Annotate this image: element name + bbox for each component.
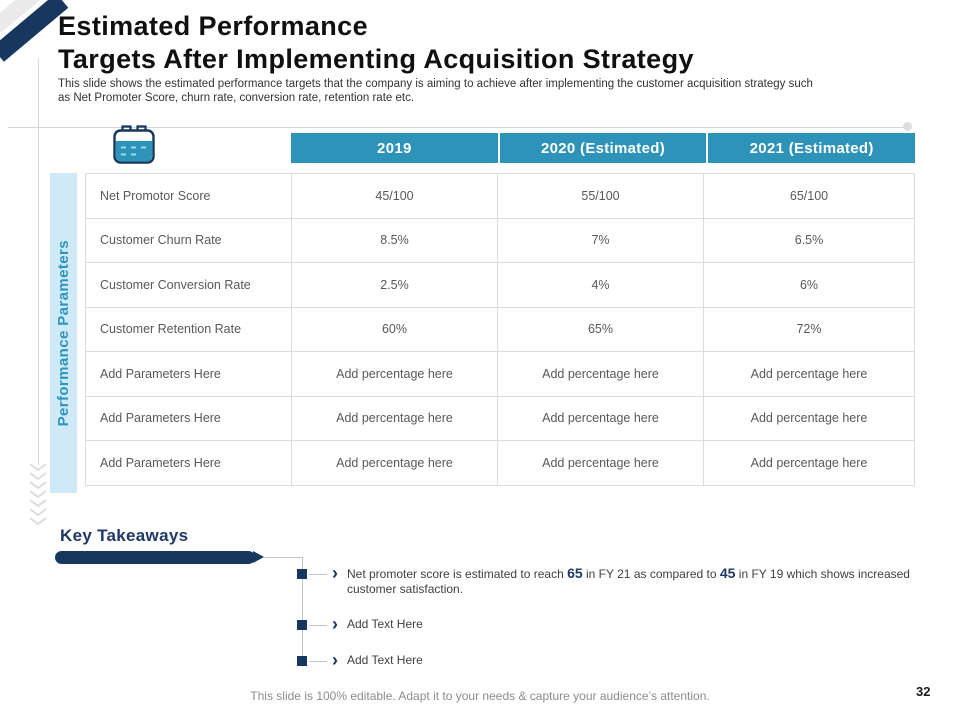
chevron-right-icon: › — [332, 650, 338, 670]
chevron-right-icon: › — [332, 563, 338, 583]
row-label: Add Parameters Here — [85, 395, 292, 441]
takeaway-segment: Net promoter score is estimated to reach — [347, 567, 568, 581]
row-label: Customer Retention Rate — [85, 306, 292, 352]
takeaway-item: › Add Text Here — [297, 614, 925, 634]
row-label: Customer Conversion Rate — [85, 262, 292, 308]
bullet-square-icon — [297, 569, 307, 579]
row-value: Add percentage here — [291, 440, 498, 486]
row-value: Add percentage here — [703, 351, 915, 397]
column-header: 2019 — [291, 133, 498, 163]
takeaway-text: Add Text Here — [347, 617, 423, 632]
divider-line — [8, 127, 905, 128]
takeaway-item: › Net promoter score is estimated to reac… — [297, 563, 925, 597]
takeaways-connector-horizontal — [264, 557, 302, 558]
row-value: Add percentage here — [703, 440, 915, 486]
bullet-connector-line — [309, 661, 327, 662]
parameters-table-body: Net Promotor Score 45/100 55/100 65/100 Cust… — [85, 173, 915, 486]
page-title: Estimated Performance Targets After Impl… — [58, 10, 694, 76]
left-guide-line — [38, 58, 39, 465]
row-label: Add Parameters Here — [85, 351, 292, 397]
row-value: Add percentage here — [497, 440, 704, 486]
chevron-right-icon: › — [332, 614, 338, 634]
takeaway-segment: 45 — [719, 565, 736, 581]
table-row: Add Parameters Here Add percentage here Ad… — [85, 395, 915, 441]
row-value: 65% — [497, 306, 704, 352]
table-row: Add Parameters Here Add percentage here Ad… — [85, 351, 915, 397]
row-value: Add percentage here — [291, 395, 498, 441]
row-label: Add Parameters Here — [85, 440, 292, 486]
table-row: Net Promotor Score 45/100 55/100 65/100 — [85, 173, 915, 219]
divider-end-dot — [903, 122, 912, 131]
bullet-square-icon — [297, 620, 307, 630]
calendar-icon — [111, 122, 157, 171]
row-label: Customer Churn Rate — [85, 217, 292, 263]
row-value: Add percentage here — [497, 395, 704, 441]
table-row: Customer Conversion Rate 2.5% 4% 6% — [85, 262, 915, 308]
key-takeaways-heading: Key Takeaways — [60, 526, 189, 545]
takeaway-segment: in FY 21 as compared to — [582, 567, 720, 581]
row-value: 65/100 — [703, 173, 915, 219]
row-value: 4% — [497, 262, 704, 308]
table-row: Customer Retention Rate 60% 65% 72% — [85, 306, 915, 352]
footer-note: This slide is 100% editable. Adapt it to… — [250, 689, 710, 703]
side-band: Performance Parameters — [50, 173, 77, 493]
takeaways-connector-vertical — [302, 557, 303, 663]
takeaways-bar — [55, 551, 255, 564]
takeaway-text: Net promoter score is estimated to reach… — [347, 566, 925, 597]
title-line-1: Estimated Performance — [58, 11, 369, 41]
chevron-stack-icon — [27, 462, 49, 533]
row-value: Add percentage here — [497, 351, 704, 397]
row-value: Add percentage here — [703, 395, 915, 441]
row-value: 55/100 — [497, 173, 704, 219]
table-row: Add Parameters Here Add percentage here Ad… — [85, 440, 915, 486]
row-value: 6% — [703, 262, 915, 308]
row-value: 72% — [703, 306, 915, 352]
page-number: 32 — [916, 684, 931, 699]
bullet-connector-line — [309, 574, 327, 575]
table-row: Customer Churn Rate 8.5% 7% 6.5% — [85, 217, 915, 263]
takeaway-segment: Add Text Here — [347, 653, 423, 667]
takeaway-item: › Add Text Here — [297, 650, 925, 670]
bullet-square-icon — [297, 656, 307, 666]
title-line-2: Targets After Implementing Acquisition S… — [58, 44, 694, 74]
side-band-label: Performance Parameters — [55, 239, 72, 427]
row-value: 7% — [497, 217, 704, 263]
takeaway-segment: Add Text Here — [347, 617, 423, 631]
takeaway-segment: in FY 19 which shows increased customer … — [347, 567, 910, 596]
slide-subtitle: This slide shows the estimated performan… — [58, 78, 813, 104]
row-value: 6.5% — [703, 217, 915, 263]
row-label: Net Promotor Score — [85, 173, 292, 219]
row-value: 60% — [291, 306, 498, 352]
parameters-table: Net Promotor Score 45/100 55/100 65/100 Cust… — [85, 173, 915, 486]
row-value: Add percentage here — [291, 351, 498, 397]
column-header: 2020 (Estimated) — [499, 133, 707, 163]
takeaway-text: Add Text Here — [347, 653, 423, 668]
table-column-headers: 2019 2020 (Estimated) 2021 (Estimated) — [291, 133, 916, 163]
row-value: 45/100 — [291, 173, 498, 219]
row-value: 2.5% — [291, 262, 498, 308]
takeaway-segment: 65 — [567, 565, 583, 581]
bullet-connector-line — [309, 625, 327, 626]
row-value: 8.5% — [291, 217, 498, 263]
column-header: 2021 (Estimated) — [708, 133, 916, 163]
takeaways-bar-tip — [253, 551, 264, 563]
